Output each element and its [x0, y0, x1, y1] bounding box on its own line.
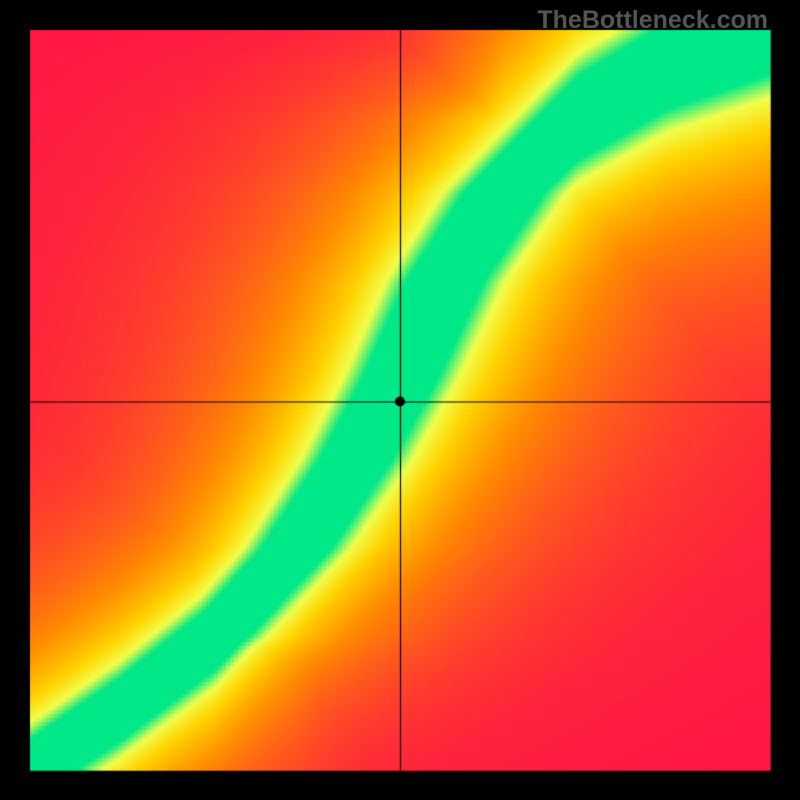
- chart-container: { "canvas": { "width": 800, "height": 80…: [0, 0, 800, 800]
- crosshair-overlay: [0, 0, 800, 800]
- watermark-text: TheBottleneck.com: [537, 6, 768, 35]
